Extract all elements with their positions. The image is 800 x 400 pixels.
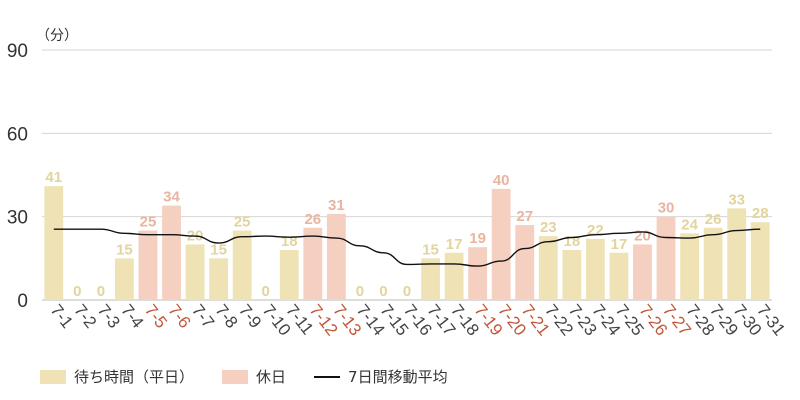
data-label: 0	[73, 283, 81, 300]
data-label: 20	[634, 227, 651, 244]
data-label: 41	[45, 169, 62, 186]
bar	[468, 247, 488, 300]
data-label: 0	[379, 283, 387, 300]
bar	[44, 186, 64, 300]
x-tick-label: 7-6	[164, 301, 194, 332]
y-tick-label: 0	[17, 291, 28, 312]
bar	[491, 188, 511, 300]
legend-item-moving-average: 7日間移動平均	[314, 366, 448, 387]
data-label: 40	[493, 172, 510, 189]
bar	[656, 216, 676, 300]
legend-label-weekday: 待ち時間（平日）	[74, 368, 195, 386]
data-label: 30	[658, 200, 675, 217]
data-label: 22	[587, 222, 604, 239]
data-label: 0	[262, 283, 270, 300]
data-label: 17	[611, 236, 628, 253]
bar	[727, 208, 747, 300]
x-tick-label: 7-8	[211, 301, 241, 332]
data-label: 26	[304, 211, 321, 228]
bar	[303, 227, 323, 300]
data-label: 25	[234, 214, 251, 231]
bar	[609, 252, 629, 300]
legend-label-moving-average: 7日間移動平均	[348, 368, 448, 386]
bar	[209, 258, 229, 300]
data-label: 28	[752, 205, 769, 222]
bar	[232, 230, 252, 300]
data-label: 26	[705, 211, 722, 228]
data-label: 24	[681, 216, 698, 233]
bar	[444, 252, 464, 300]
y-tick-label: 90	[7, 41, 28, 62]
bar	[585, 238, 605, 300]
data-label: 15	[210, 241, 227, 258]
legend-swatch-weekday	[40, 369, 66, 384]
data-label: 19	[469, 230, 486, 247]
x-tick-label: 7-1	[47, 301, 77, 332]
data-label: 18	[563, 233, 580, 250]
x-tick-label: 7-9	[235, 301, 265, 332]
bar	[538, 236, 558, 300]
y-tick-label: 30	[7, 208, 28, 229]
data-label: 17	[446, 236, 463, 253]
legend-item-holiday: 休日	[222, 366, 286, 387]
data-label: 34	[163, 189, 180, 206]
bar	[185, 244, 205, 300]
data-label: 31	[328, 197, 345, 214]
y-unit-label: （分）	[36, 28, 78, 44]
bar	[680, 233, 699, 300]
bar	[703, 227, 723, 300]
bar	[138, 230, 158, 300]
bar	[515, 225, 535, 300]
data-label: 23	[540, 219, 557, 236]
x-tick-label: 7-4	[117, 301, 147, 332]
bar	[326, 213, 346, 300]
bar	[633, 244, 652, 300]
x-tick-label: 7-2	[70, 301, 100, 332]
y-tick-labels: 0 30 60 90	[7, 41, 28, 312]
bar	[162, 205, 181, 300]
x-tick-label: 7-5	[141, 301, 171, 332]
legend: 待ち時間（平日） 休日 7日間移動平均	[40, 366, 476, 387]
bar	[562, 250, 582, 300]
bar	[750, 222, 770, 300]
bar	[115, 258, 134, 300]
legend-swatch-holiday	[222, 369, 249, 384]
data-label: 15	[422, 241, 439, 258]
data-label: 27	[516, 208, 533, 225]
legend-item-weekday: 待ち時間（平日）	[40, 366, 194, 387]
x-tick-label: 7-7	[188, 301, 218, 332]
bar	[421, 258, 440, 300]
moving-average-line	[53, 228, 761, 267]
x-tick-label: 7-3	[94, 301, 124, 332]
moving-average-layer	[53, 228, 761, 267]
data-label: 0	[403, 283, 411, 300]
data-label: 0	[356, 283, 364, 300]
legend-swatch-moving-average	[314, 375, 341, 378]
data-label: 33	[728, 191, 745, 208]
data-label: 18	[281, 233, 298, 250]
legend-label-holiday: 休日	[256, 368, 287, 386]
x-tick-labels: 7-17-27-37-47-57-67-77-87-97-107-117-127…	[47, 301, 789, 340]
data-label: 15	[116, 241, 133, 258]
data-label: 25	[140, 214, 157, 231]
y-tick-label: 60	[7, 124, 28, 145]
data-label: 0	[97, 283, 105, 300]
bar	[279, 250, 299, 300]
